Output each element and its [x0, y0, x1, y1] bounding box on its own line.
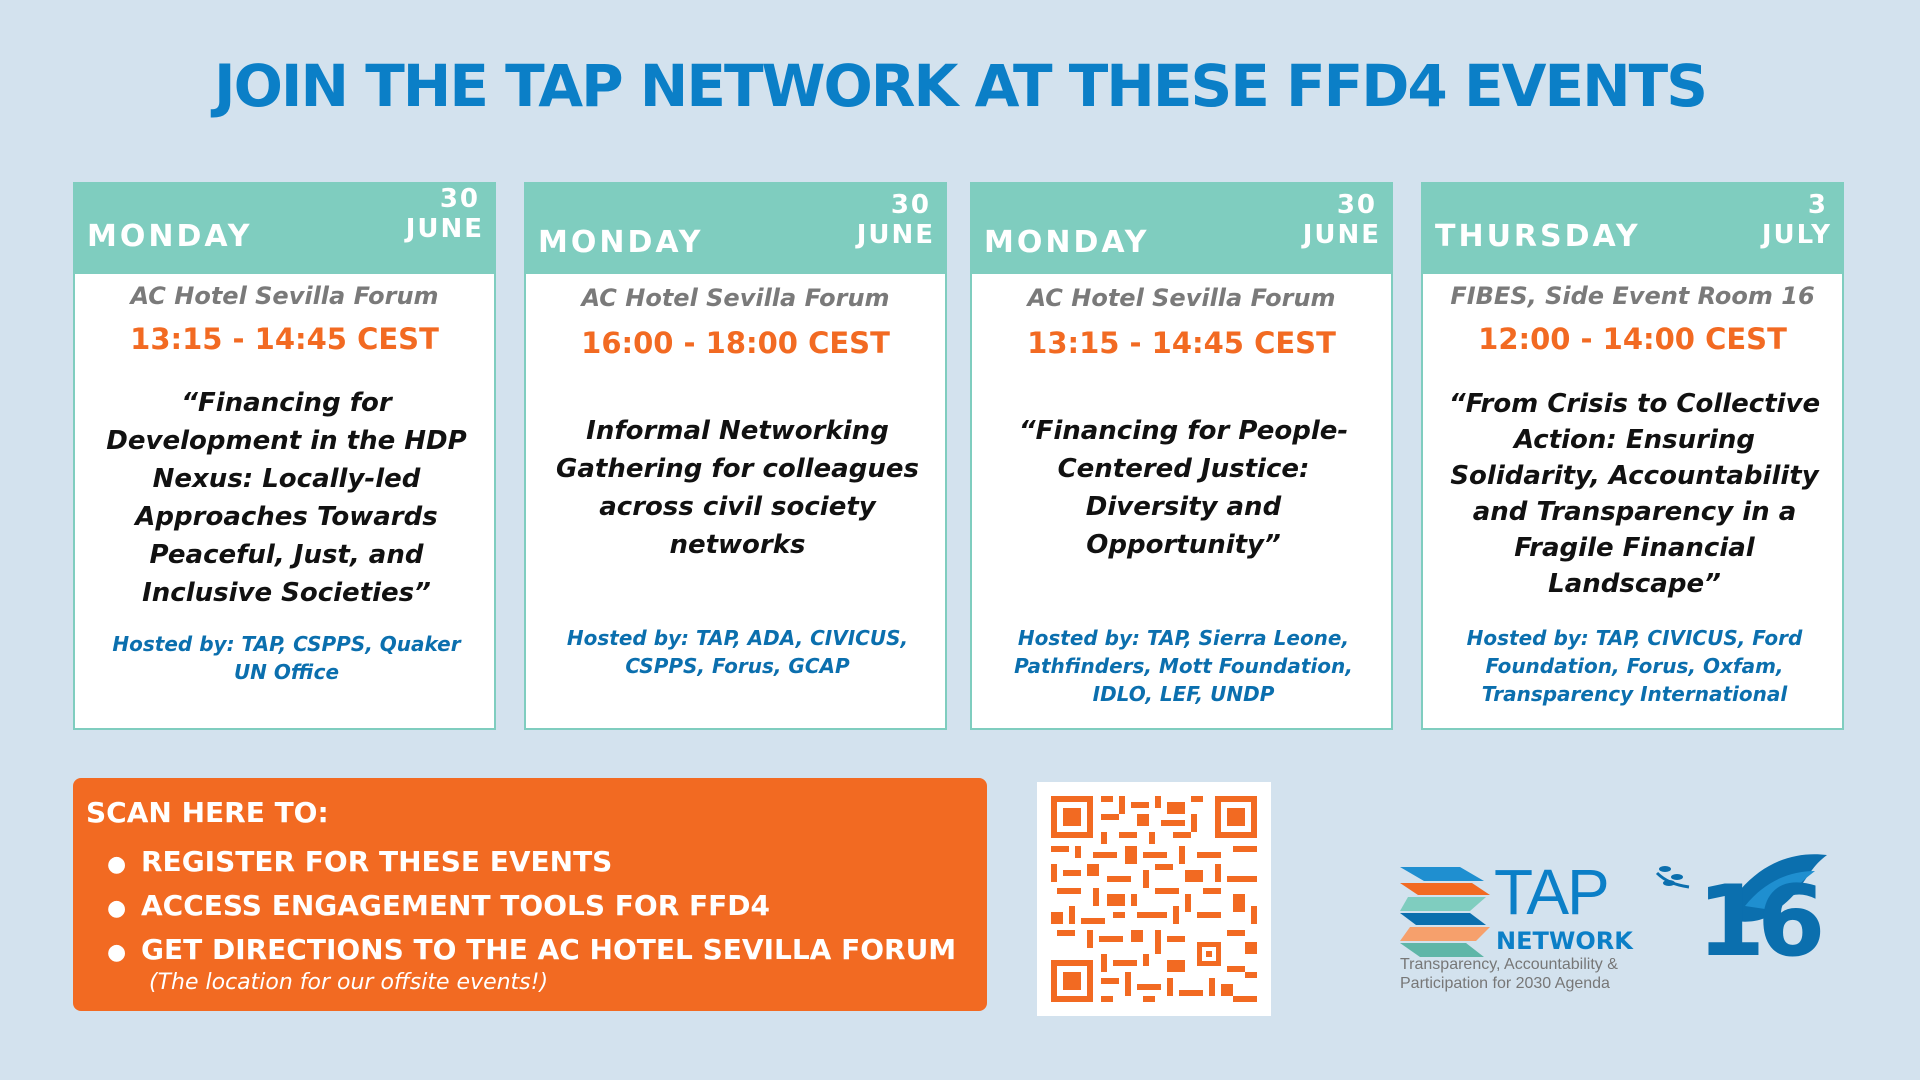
card-header: MONDAY 30 JUNE: [75, 184, 494, 274]
event-day: MONDAY: [87, 219, 253, 254]
event-date-number: 30: [439, 184, 480, 214]
tap-tagline-line: Participation for 2030 Agenda: [1400, 975, 1610, 992]
scan-heading: SCAN HERE TO:: [86, 796, 329, 829]
event-venue: FIBES, Side Event Room 16: [1450, 282, 1815, 310]
scan-item-label: ACCESS ENGAGEMENT TOOLS FOR FFD4: [141, 889, 770, 922]
tap-logo-network: NETWORK: [1496, 927, 1633, 955]
bullet-icon: ●: [107, 896, 127, 921]
scan-note: (The location for our offsite events!): [149, 970, 549, 995]
card-header: MONDAY 30 JUNE: [972, 184, 1391, 274]
event-card: MONDAY 30 JUNE AC Hotel Sevilla Forum 16…: [524, 182, 947, 730]
event-time: 13:15 - 14:45 CEST: [1027, 326, 1336, 360]
event-date-month: JUNE: [856, 220, 935, 250]
dove-icon: [1655, 854, 1827, 922]
tap-tagline-line: Transparency, Accountability &: [1400, 956, 1618, 973]
event-card: MONDAY 30 JUNE AC Hotel Sevilla Forum 13…: [970, 182, 1393, 730]
scan-list: ● REGISTER FOR THESE EVENTS ● ACCESS ENGAG…: [107, 840, 956, 972]
event-hosts: Hosted by: TAP, Sierra Leone, Pathfinder…: [1014, 626, 1353, 706]
event-venue: AC Hotel Sevilla Forum: [130, 282, 439, 310]
page-title: JOIN THE TAP NETWORK AT THESE FFD4 EVENT…: [214, 52, 1708, 120]
event-date-number: 30: [1336, 190, 1377, 220]
event-date-month: JUNE: [405, 214, 484, 244]
list-item: ● GET DIRECTIONS TO THE AC HOTEL SEVILLA …: [107, 928, 956, 972]
event-hosts: Hosted by: TAP, CIVICUS, Ford Foundation…: [1466, 626, 1803, 706]
event-hosts: Hosted by: TAP, CSPPS, Quaker UN Office: [112, 632, 461, 684]
bullet-icon: ●: [107, 852, 127, 877]
list-item: ● ACCESS ENGAGEMENT TOOLS FOR FFD4: [107, 884, 956, 928]
anniversary-logo: 16: [1655, 851, 1830, 981]
scan-callout: SCAN HERE TO: ● REGISTER FOR THESE EVENTS…: [73, 778, 987, 1011]
anniversary-number: 16: [1697, 865, 1825, 979]
event-day: MONDAY: [538, 225, 704, 260]
event-title: “From Crisis to Collective Action: Ensur…: [1448, 389, 1821, 599]
event-time: 13:15 - 14:45 CEST: [130, 322, 439, 356]
scan-item-label: GET DIRECTIONS TO THE AC HOTEL SEVILLA F…: [141, 933, 957, 966]
event-time: 12:00 - 14:00 CEST: [1478, 322, 1787, 356]
event-venue: AC Hotel Sevilla Forum: [581, 284, 890, 312]
event-day: MONDAY: [984, 225, 1150, 260]
event-time: 16:00 - 18:00 CEST: [581, 326, 890, 360]
event-date-month: JUNE: [1302, 220, 1381, 250]
card-header: THURSDAY 3 JULY: [1423, 184, 1842, 274]
event-card: MONDAY 30 JUNE AC Hotel Sevilla Forum 13…: [73, 182, 496, 730]
event-date-number: 3: [1807, 190, 1828, 220]
event-title: Informal Networking Gathering for collea…: [556, 416, 919, 560]
tap-logo-tagline: Transparency, Accountability & Participa…: [1400, 955, 1618, 993]
event-card: THURSDAY 3 JULY FIBES, Side Event Room 1…: [1421, 182, 1844, 730]
event-title: “Financing for People-Centered Justice: …: [1018, 416, 1349, 560]
card-header: MONDAY 30 JUNE: [526, 184, 945, 274]
event-day: THURSDAY: [1435, 219, 1641, 254]
tap-logo-word: TAP: [1494, 856, 1610, 928]
scan-item-label: REGISTER FOR THESE EVENTS: [141, 845, 613, 878]
list-item: ● REGISTER FOR THESE EVENTS: [107, 840, 956, 884]
event-hosts: Hosted by: TAP, ADA, CIVICUS, CSPPS, For…: [566, 626, 909, 678]
event-venue: AC Hotel Sevilla Forum: [1027, 284, 1336, 312]
bullet-icon: ●: [107, 940, 127, 965]
event-date-month: JULY: [1761, 220, 1832, 250]
tap-network-logo: TAP NETWORK Transparency, Accountability…: [1398, 856, 1633, 1001]
tap-stripes-icon: [1400, 867, 1490, 957]
event-title: “Financing for Development in the HDP Ne…: [106, 388, 467, 608]
qr-code[interactable]: [1037, 782, 1271, 1016]
qr-code-image: [1037, 782, 1271, 1016]
event-date-number: 30: [890, 190, 931, 220]
